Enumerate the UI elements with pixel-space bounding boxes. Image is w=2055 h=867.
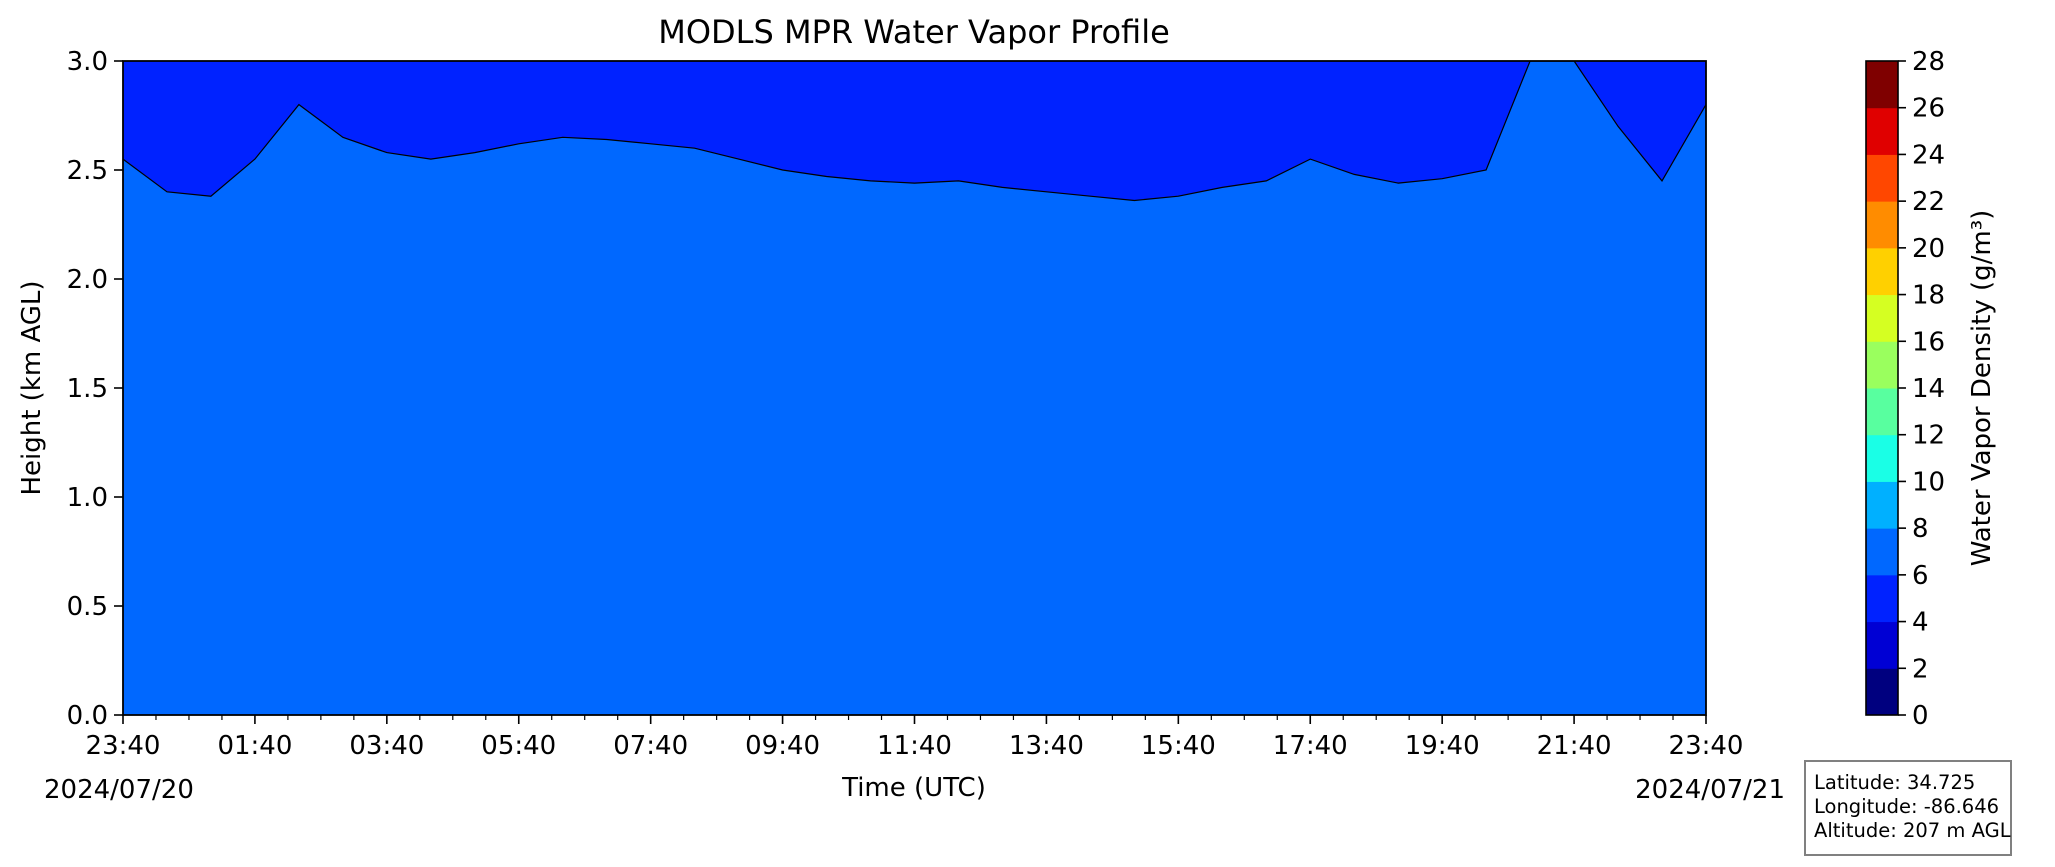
plot-area xyxy=(123,61,1706,715)
chart-title: MODLS MPR Water Vapor Profile xyxy=(658,13,1170,51)
colorbar-segment xyxy=(1866,201,1898,249)
x-tick-label: 13:40 xyxy=(1009,731,1084,761)
y-axis: 0.0 0.5 1.0 1.5 2.0 2.5 3.0 xyxy=(67,47,123,731)
longitude-text: Longitude: -86.646 xyxy=(1814,795,2000,818)
colorbar-segment xyxy=(1866,621,1898,669)
colorbar-tick-label: 14 xyxy=(1912,374,1945,404)
colorbar-tick-label: 12 xyxy=(1912,421,1945,451)
x-tick-label: 07:40 xyxy=(613,731,688,761)
colorbar-segment xyxy=(1866,574,1898,623)
colorbar-label: Water Vapor Density (g/m³) xyxy=(1967,210,1997,567)
x-tick-label: 23:40 xyxy=(1669,731,1744,761)
colorbar-segment xyxy=(1866,61,1898,109)
colorbar-tick-label: 6 xyxy=(1912,561,1929,591)
y-tick-label: 1.5 xyxy=(67,374,108,404)
colorbar-tick-label: 26 xyxy=(1912,94,1945,124)
colorbar-tick-label: 4 xyxy=(1912,608,1929,638)
colorbar-segment xyxy=(1866,294,1898,342)
colorbar-tick-label: 0 xyxy=(1912,701,1929,731)
location-info-box: Latitude: 34.725 Longitude: -86.646 Alti… xyxy=(1804,760,2012,856)
colorbar-segment xyxy=(1866,341,1898,389)
contour-line xyxy=(123,61,1706,202)
x-tick-label: 15:40 xyxy=(1141,731,1216,761)
colorbar-segment xyxy=(1866,247,1898,296)
colorbar-segment xyxy=(1866,481,1898,529)
colorbar-tick-label: 28 xyxy=(1912,47,1945,77)
y-tick-label: 2.0 xyxy=(67,265,108,295)
y-axis-label: Height (km AGL) xyxy=(17,280,47,495)
y-tick-label: 2.5 xyxy=(67,156,108,186)
colorbar-tick-label: 18 xyxy=(1912,281,1945,311)
latitude-text: Latitude: 34.725 xyxy=(1814,771,1976,794)
x-tick-label: 01:40 xyxy=(217,731,292,761)
altitude-text: Altitude: 207 m AGL xyxy=(1814,819,2011,842)
x-start-date: 2024/07/20 xyxy=(44,775,194,805)
colorbar-segment xyxy=(1866,434,1898,482)
x-tick-label: 03:40 xyxy=(349,731,424,761)
colorbar-segment xyxy=(1866,154,1898,202)
y-tick-label: 1.0 xyxy=(67,483,108,513)
y-tick-label: 0.5 xyxy=(67,592,108,622)
colorbar-tick-label: 16 xyxy=(1912,327,1945,357)
colorbar-tick-label: 22 xyxy=(1912,187,1945,217)
x-tick-label: 11:40 xyxy=(877,731,952,761)
x-tick-label: 21:40 xyxy=(1537,731,1612,761)
colorbar-segment xyxy=(1866,107,1898,155)
x-axis-label: Time (UTC) xyxy=(841,773,986,803)
x-tick-label: 17:40 xyxy=(1273,731,1348,761)
y-tick-label: 0.0 xyxy=(67,701,108,731)
x-axis: 23:40 01:40 03:40 05:40 07:40 09:40 11:40 13:40… xyxy=(86,715,1744,761)
colorbar-tick-label: 24 xyxy=(1912,140,1945,170)
colorbar-tick-label: 2 xyxy=(1912,654,1929,684)
colorbar-segment xyxy=(1866,668,1898,716)
x-end-date: 2024/07/21 xyxy=(1635,775,1785,805)
contour-band xyxy=(123,61,1706,715)
colorbar-tick-label: 8 xyxy=(1912,514,1929,544)
colorbar-segment xyxy=(1866,388,1898,436)
colorbar-tick-label: 10 xyxy=(1912,467,1945,497)
x-tick-label: 09:40 xyxy=(745,731,820,761)
y-tick-label: 3.0 xyxy=(67,47,108,77)
x-tick-label: 23:40 xyxy=(86,731,161,761)
colorbar-tick-label: 20 xyxy=(1912,234,1945,264)
x-tick-label: 05:40 xyxy=(481,731,556,761)
x-tick-label: 19:40 xyxy=(1405,731,1480,761)
colorbar-segment xyxy=(1866,528,1898,576)
